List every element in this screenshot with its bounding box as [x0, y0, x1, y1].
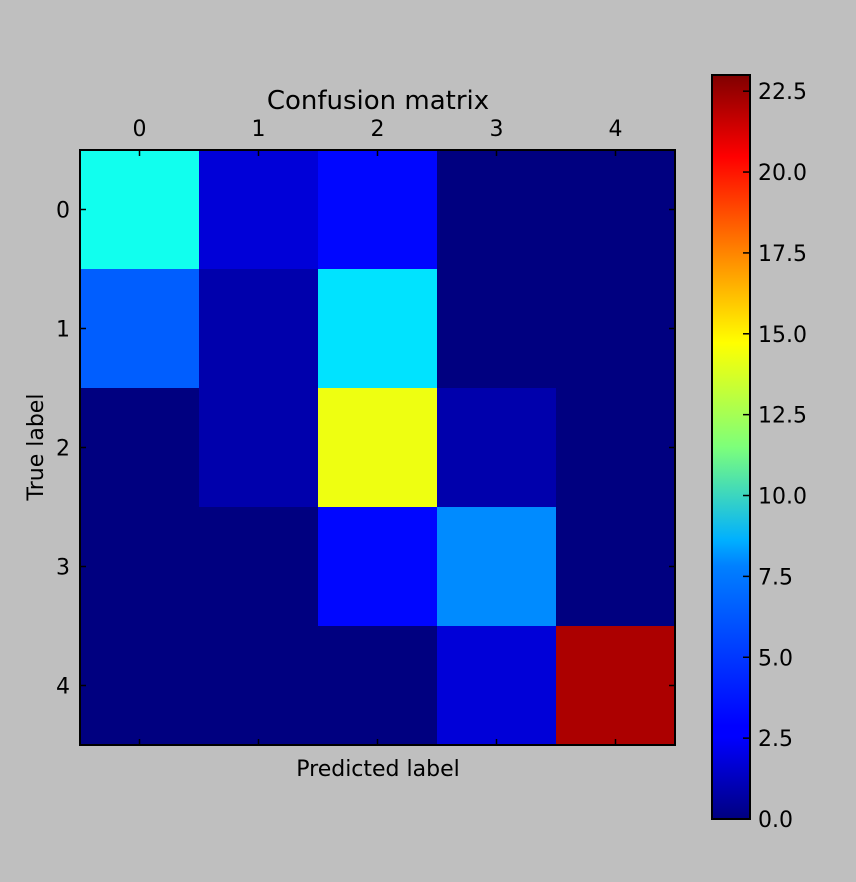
heatmap-cell [437, 269, 557, 389]
heatmap-cell [437, 507, 557, 627]
y-tick-label: 3 [56, 556, 70, 581]
heatmap-cell [80, 388, 200, 508]
axis-ticks: 0 1 2 3 4 0 1 2 3 4 [56, 117, 675, 745]
heatmap-cell [556, 507, 676, 627]
colorbar [711, 74, 751, 820]
heatmap-cell [199, 507, 319, 627]
x-tick-label: 2 [371, 117, 385, 142]
heatmap-cell [80, 507, 200, 627]
y-tick-label: 2 [56, 437, 70, 462]
colorbar-tick-label: 17.5 [758, 242, 807, 267]
heatmap-cell [556, 388, 676, 508]
heatmap-cell [318, 388, 438, 508]
colorbar-tick-label: 20.0 [758, 161, 807, 186]
heatmap-cell [556, 626, 676, 746]
heatmap-cell [80, 150, 200, 270]
heatmap-cell [199, 388, 319, 508]
heatmap-cell [556, 150, 676, 270]
chart-title: Confusion matrix [267, 86, 489, 116]
colorbar-tick-label: 15.0 [758, 323, 807, 348]
heatmap-cell [199, 150, 319, 270]
y-tick-label: 4 [56, 675, 70, 700]
heatmap-cell [556, 269, 676, 389]
x-tick-label: 4 [609, 117, 623, 142]
colorbar-tick-label: 10.0 [758, 485, 807, 510]
heatmap-cell [437, 626, 557, 746]
heatmap-cell [199, 626, 319, 746]
colorbar-tick-label: 12.5 [758, 404, 807, 429]
colorbar-tick-label: 2.5 [758, 727, 793, 752]
heatmap-cell [437, 388, 557, 508]
x-axis-label: Predicted label [296, 757, 459, 782]
heatmap-cell [318, 507, 438, 627]
y-tick-label: 1 [56, 318, 70, 343]
colorbar-tick-label: 5.0 [758, 646, 793, 671]
colorbar-ticks: 0.0 2.5 5.0 7.5 10.0 12.5 15.0 17.5 20.0 22.5 [743, 80, 807, 833]
y-tick-label: 0 [56, 199, 70, 224]
x-tick-label: 1 [252, 117, 266, 142]
y-axis-label: True label [24, 394, 49, 502]
colorbar-tick-label: 7.5 [758, 565, 793, 590]
heatmap-cell [318, 626, 438, 746]
heatmap-cell [80, 269, 200, 389]
heatmap-cell [318, 269, 438, 389]
x-tick-label: 3 [490, 117, 504, 142]
heatmap-cell [318, 150, 438, 270]
x-tick-label: 0 [133, 117, 147, 142]
heatmap-cell [199, 269, 319, 389]
heatmap-cell [80, 626, 200, 746]
colorbar-tick-label: 22.5 [758, 80, 807, 105]
colorbar-tick-label: 0.0 [758, 808, 793, 833]
heatmap-cells [80, 150, 676, 746]
heatmap-cell [437, 150, 557, 270]
